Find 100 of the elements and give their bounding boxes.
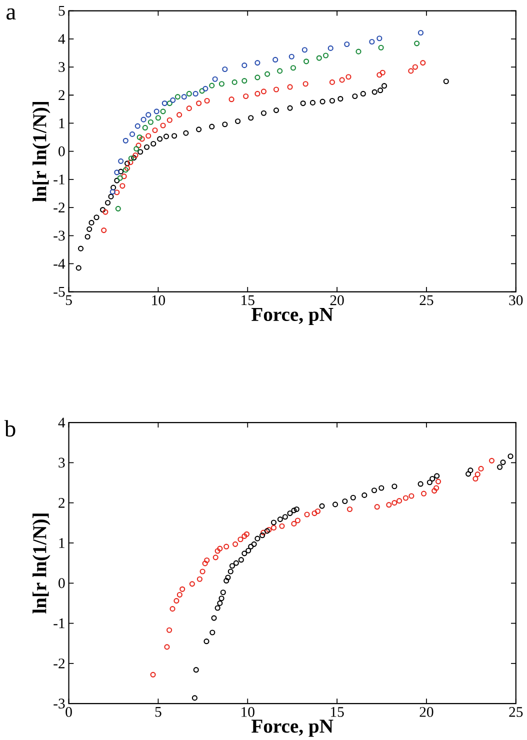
y-tick-label: 4: [58, 418, 66, 428]
point: [277, 68, 283, 74]
point: [260, 532, 266, 538]
point: [288, 54, 295, 60]
point: [192, 90, 199, 97]
point: [436, 478, 442, 484]
point: [224, 578, 230, 584]
point: [124, 160, 130, 166]
point: [196, 126, 202, 132]
point: [319, 503, 325, 509]
point: [328, 45, 334, 51]
point: [261, 110, 267, 116]
point: [242, 78, 248, 84]
x-tick-label: 10: [242, 707, 255, 717]
point: [304, 512, 310, 518]
x-tick-label: 5: [156, 707, 162, 717]
point: [372, 89, 378, 95]
point: [204, 638, 210, 644]
point: [218, 596, 224, 602]
y-tick-label: -3: [54, 698, 65, 708]
point: [164, 644, 170, 650]
point: [84, 234, 91, 240]
point: [182, 94, 188, 100]
x-tick-label: 15: [331, 707, 344, 717]
point: [254, 60, 260, 66]
y-tick-label: 1: [59, 538, 65, 548]
point: [242, 550, 248, 556]
point: [166, 627, 172, 633]
point: [211, 615, 217, 621]
point: [152, 127, 158, 134]
point: [222, 66, 228, 72]
y-tick-label: -3: [54, 230, 65, 241]
point: [352, 93, 358, 100]
x-tick-label: 30: [509, 295, 523, 306]
point: [105, 200, 111, 206]
point: [430, 476, 436, 482]
point: [100, 206, 106, 213]
point: [196, 100, 202, 106]
point: [251, 541, 258, 547]
point: [193, 667, 200, 673]
point: [414, 40, 420, 46]
point: [160, 122, 166, 128]
point: [356, 48, 362, 54]
point: [131, 155, 137, 161]
point: [142, 124, 148, 131]
point: [350, 494, 356, 500]
point: [114, 190, 120, 196]
point: [282, 514, 288, 520]
point: [310, 100, 316, 106]
point: [130, 131, 136, 137]
point: [224, 544, 230, 550]
point: [378, 88, 384, 94]
y-axis-title: ln[r ln(1/N)]: [32, 514, 50, 614]
point: [209, 82, 215, 88]
point: [190, 581, 196, 587]
point: [434, 485, 440, 491]
point: [232, 79, 238, 85]
point: [217, 546, 223, 552]
point: [230, 563, 236, 569]
point: [192, 695, 198, 701]
point: [186, 90, 192, 97]
point: [374, 504, 380, 510]
x-tick-label: 25: [509, 707, 523, 717]
point: [238, 536, 244, 542]
point: [146, 133, 152, 139]
point: [222, 122, 228, 128]
x-tick-label: 25: [420, 295, 434, 306]
point: [174, 598, 180, 604]
y-tick-label: -1: [54, 174, 65, 184]
point: [156, 115, 162, 121]
point: [264, 71, 270, 77]
point: [110, 184, 116, 190]
point: [86, 226, 92, 232]
point: [225, 574, 231, 580]
point: [210, 630, 216, 636]
point: [497, 464, 503, 470]
point: [412, 64, 418, 70]
point: [474, 472, 481, 478]
point: [118, 168, 124, 174]
point: [214, 605, 221, 611]
point: [117, 175, 124, 181]
point: [220, 590, 226, 596]
point: [78, 246, 84, 252]
point: [291, 508, 297, 514]
point: [118, 158, 124, 164]
point: [323, 52, 329, 58]
point: [214, 548, 221, 554]
chart-title: a: [6, 8, 16, 20]
point: [291, 520, 297, 526]
point: [330, 79, 336, 85]
point: [338, 96, 344, 102]
point: [202, 86, 208, 92]
x-tick-label: 0: [66, 707, 72, 717]
y-tick-label: -2: [54, 202, 65, 212]
point: [320, 98, 326, 104]
point: [302, 47, 308, 53]
x-tick-label: 5: [66, 295, 72, 306]
point: [110, 189, 116, 195]
point: [339, 77, 345, 83]
point: [287, 84, 293, 90]
